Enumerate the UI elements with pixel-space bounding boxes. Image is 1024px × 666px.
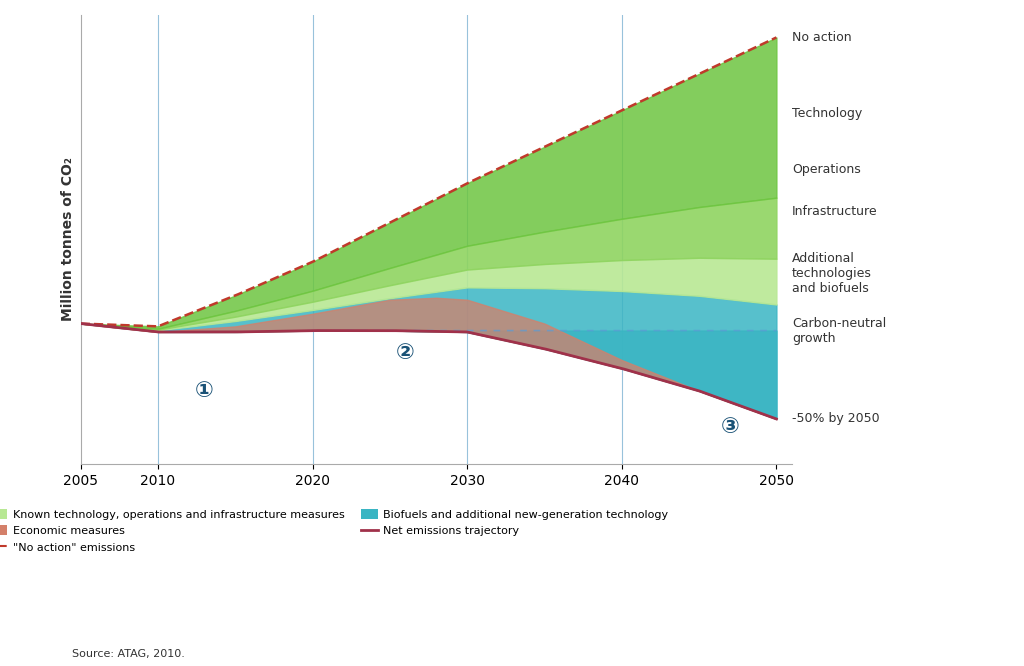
Text: Infrastructure: Infrastructure bbox=[792, 205, 878, 218]
Y-axis label: Million tonnes of CO₂: Million tonnes of CO₂ bbox=[61, 157, 75, 322]
Text: ①: ① bbox=[195, 381, 214, 401]
Text: ③: ③ bbox=[721, 418, 739, 438]
Legend: Known technology, operations and infrastructure measures, Economic measures, "No: Known technology, operations and infrast… bbox=[0, 505, 673, 557]
Text: ②: ② bbox=[396, 343, 415, 363]
Text: Additional
technologies
and biofuels: Additional technologies and biofuels bbox=[792, 252, 871, 294]
Text: -50% by 2050: -50% by 2050 bbox=[792, 412, 880, 426]
Text: No action: No action bbox=[792, 31, 852, 44]
Text: Carbon-neutral
growth: Carbon-neutral growth bbox=[792, 316, 886, 344]
Text: Source: ATAG, 2010.: Source: ATAG, 2010. bbox=[72, 649, 184, 659]
Text: Technology: Technology bbox=[792, 107, 862, 120]
Text: Operations: Operations bbox=[792, 163, 860, 176]
